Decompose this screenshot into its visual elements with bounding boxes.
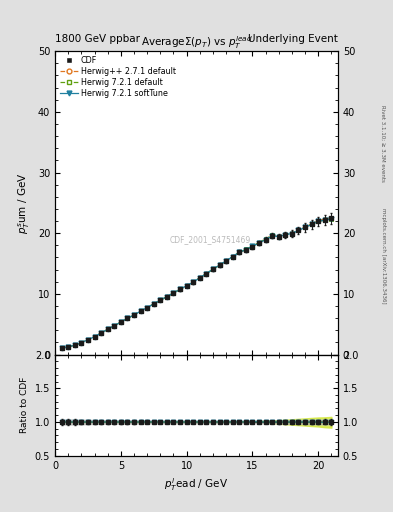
Y-axis label: $p_T^s$um / GeV: $p_T^s$um / GeV: [17, 172, 32, 233]
Y-axis label: Ratio to CDF: Ratio to CDF: [20, 377, 29, 433]
Legend: CDF, Herwig++ 2.7.1 default, Herwig 7.2.1 default, Herwig 7.2.1 softTune: CDF, Herwig++ 2.7.1 default, Herwig 7.2.…: [58, 54, 177, 100]
Title: Average$\Sigma(p_T)$ vs $p_T^{lead}$: Average$\Sigma(p_T)$ vs $p_T^{lead}$: [141, 34, 252, 51]
Text: CDF_2001_S4751469: CDF_2001_S4751469: [170, 235, 251, 244]
X-axis label: $p_T^l$ead / GeV: $p_T^l$ead / GeV: [164, 476, 229, 493]
Text: Underlying Event: Underlying Event: [248, 33, 338, 44]
Text: mcplots.cern.ch [arXiv:1306.3436]: mcplots.cern.ch [arXiv:1306.3436]: [381, 208, 386, 304]
Text: Rivet 3.1.10; ≥ 3.3M events: Rivet 3.1.10; ≥ 3.3M events: [381, 105, 386, 182]
Text: 1800 GeV ppbar: 1800 GeV ppbar: [55, 33, 140, 44]
